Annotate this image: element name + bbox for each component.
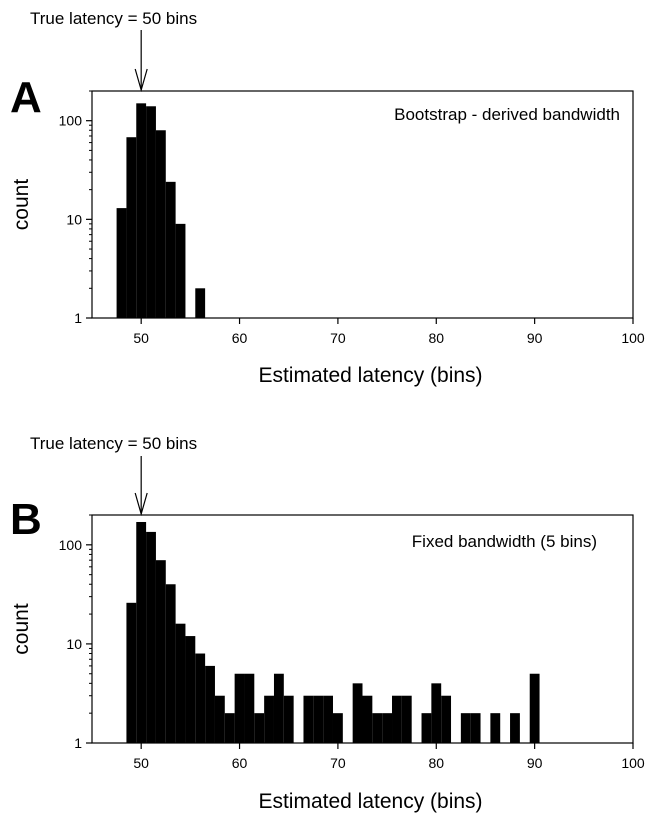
- plot-title: Bootstrap - derived bandwidth: [394, 105, 620, 124]
- y-tick-label: 100: [59, 537, 83, 553]
- histogram-bar: [234, 673, 245, 743]
- x-tick-label: 90: [527, 330, 543, 346]
- histogram-bar: [323, 695, 333, 743]
- true-latency-annotation: True latency = 50 bins: [30, 9, 197, 28]
- histogram-bar: [264, 695, 274, 743]
- x-tick-label: 50: [133, 330, 149, 346]
- y-axis-label: count: [10, 603, 33, 655]
- histogram-bar: [185, 636, 196, 743]
- histogram-bar: [254, 713, 265, 743]
- panel-letter: A: [10, 73, 42, 122]
- x-tick-label: 100: [621, 330, 645, 346]
- x-tick-label: 100: [621, 755, 645, 771]
- histogram-bar: [460, 713, 471, 743]
- y-tick-label: 100: [59, 113, 83, 129]
- histogram-bar: [431, 683, 442, 743]
- histogram-bar: [362, 695, 373, 743]
- histogram-bar: [175, 623, 186, 743]
- histogram-bar: [490, 713, 501, 743]
- annotation-arrow-head: [134, 68, 148, 93]
- plot-title: Fixed bandwidth (5 bins): [412, 532, 597, 551]
- panel-letter: B: [10, 495, 42, 544]
- histogram-bar: [136, 103, 147, 318]
- y-axis-label: count: [10, 179, 33, 231]
- histogram-bar: [136, 521, 147, 743]
- annotation-arrow-head: [134, 492, 148, 517]
- plot-frame: [91, 90, 634, 319]
- histogram-bar: [510, 713, 520, 743]
- histogram-bar: [401, 695, 412, 743]
- histogram-bar: [273, 673, 284, 743]
- histogram-bar: [165, 584, 176, 743]
- histogram-bar: [441, 695, 452, 743]
- histogram-bar: [175, 223, 186, 318]
- histogram-bar: [470, 713, 481, 743]
- histogram-bar: [146, 106, 156, 318]
- histogram-bar: [195, 288, 206, 318]
- y-tick-label: 10: [66, 211, 82, 227]
- histogram-bar: [244, 673, 255, 743]
- plot-frame: [91, 514, 634, 744]
- histogram-bar: [214, 695, 225, 743]
- histogram-bar: [224, 713, 235, 743]
- x-tick-label: 90: [527, 755, 543, 771]
- histogram-bar: [303, 695, 314, 743]
- x-tick-label: 70: [330, 330, 346, 346]
- histogram-bar: [352, 683, 363, 743]
- true-latency-annotation: True latency = 50 bins: [30, 434, 197, 453]
- histogram-bar: [126, 137, 137, 318]
- histogram-bar: [332, 713, 343, 743]
- histogram-bar: [155, 560, 166, 743]
- histogram-bar: [313, 695, 324, 743]
- histogram-bar: [195, 653, 206, 743]
- x-tick-label: 60: [232, 330, 248, 346]
- histogram-bar: [529, 673, 540, 743]
- x-axis-label: Estimated latency (bins): [258, 790, 482, 813]
- histogram-bar: [165, 181, 176, 318]
- x-tick-label: 80: [428, 755, 444, 771]
- histogram-bar: [205, 665, 215, 743]
- histogram-bar: [283, 695, 294, 743]
- histogram-bar: [146, 531, 156, 743]
- y-tick-label: 1: [74, 735, 82, 751]
- x-tick-label: 50: [133, 755, 149, 771]
- histogram-bar: [126, 602, 137, 743]
- histogram-bar: [421, 713, 432, 743]
- histogram-bar: [382, 713, 393, 743]
- x-tick-label: 60: [232, 755, 248, 771]
- x-axis-label: Estimated latency (bins): [258, 364, 482, 387]
- histogram-bar: [155, 130, 166, 318]
- histogram-bar: [372, 713, 383, 743]
- y-tick-label: 1: [74, 310, 82, 326]
- histogram-bar: [392, 695, 402, 743]
- histogram-bar: [116, 208, 127, 318]
- x-tick-label: 80: [428, 330, 444, 346]
- y-tick-label: 10: [66, 636, 82, 652]
- x-tick-label: 70: [330, 755, 346, 771]
